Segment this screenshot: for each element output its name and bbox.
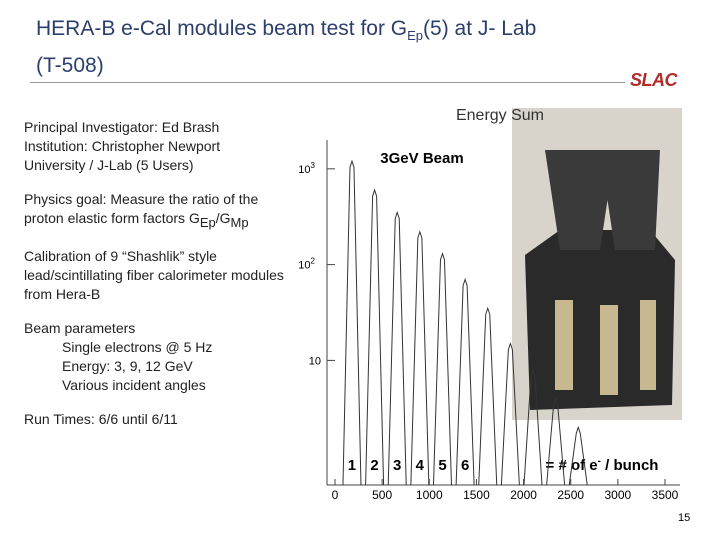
paragraph: Calibration of 9 “Shashlik” style lead/s… xyxy=(24,247,284,302)
page-number: 15 xyxy=(678,512,691,524)
tape xyxy=(555,300,573,390)
y-tick-label: 103 xyxy=(298,161,315,176)
x-tick-label: 2500 xyxy=(557,488,584,502)
peak xyxy=(500,341,520,486)
y-tick-base: 10 xyxy=(298,260,310,272)
legend-text: / bunch xyxy=(601,457,659,474)
x-tick-label: 1500 xyxy=(463,488,490,502)
line: /G xyxy=(215,210,231,226)
peak-label: 1 xyxy=(348,457,356,474)
photo xyxy=(512,108,682,420)
x-tick-label: 0 xyxy=(332,488,339,502)
x-tick-label: 500 xyxy=(372,488,392,502)
y-tick-label: 102 xyxy=(298,257,315,272)
plot-title: Energy Sum xyxy=(456,107,544,124)
line: Beam parameters xyxy=(24,319,136,336)
tape xyxy=(600,305,618,395)
logo: SLAC xyxy=(630,70,678,90)
peak xyxy=(546,396,566,486)
title-rule xyxy=(30,82,625,83)
subscript: Mp xyxy=(230,214,249,230)
peak xyxy=(478,306,498,486)
peak xyxy=(387,210,407,486)
line: Energy: 3, 9, 12 GeV xyxy=(62,357,193,374)
y-tick-exponent: 2 xyxy=(311,257,316,266)
line: Principal Investigator: Ed Brash xyxy=(24,119,220,135)
x-tick-label: 2000 xyxy=(510,488,537,502)
peak xyxy=(523,368,543,486)
peak xyxy=(410,230,430,486)
y-tick-exponent: 3 xyxy=(311,161,316,170)
x-tick-label: 3500 xyxy=(652,488,679,502)
body-text: Principal Investigator: Ed Brash Institut… xyxy=(24,118,284,444)
paragraph: Principal Investigator: Ed Brash Institut… xyxy=(24,118,284,175)
tape xyxy=(640,300,656,390)
paragraph: Physics goal: Measure the ratio of the p… xyxy=(24,190,284,232)
peak xyxy=(432,252,452,486)
subscript: Ep xyxy=(199,214,216,230)
peak-label: 4 xyxy=(416,457,425,474)
line: G xyxy=(188,210,200,226)
peak xyxy=(455,277,475,486)
peak-label: 6 xyxy=(461,457,469,474)
y-tick-label: 10 xyxy=(309,355,321,367)
peak-label: 3 xyxy=(393,457,401,474)
peak xyxy=(365,188,385,486)
peak xyxy=(568,425,588,486)
line: Physics goal: Measure the ratio of the p… xyxy=(24,191,259,226)
annotation: 3GeV Beam xyxy=(380,150,463,167)
line: Various incident angles xyxy=(62,376,206,393)
x-tick-label: 1000 xyxy=(416,488,443,502)
title-text: (T-508) xyxy=(36,54,104,78)
title-text: HERA-B e-Cal modules beam test for G xyxy=(36,17,408,40)
x-tick-label: 3000 xyxy=(605,488,632,502)
peak-label: 2 xyxy=(370,457,378,474)
line: Institution: Christopher Newport Univers… xyxy=(24,138,221,173)
paragraph: Run Times: 6/6 until 6/11 xyxy=(24,410,178,427)
modules xyxy=(545,150,660,250)
line: Single electrons @ 5 Hz xyxy=(62,338,213,355)
peak-label: 5 xyxy=(438,457,446,474)
slide-title: HERA-B e-Cal modules beam test for GEp(5… xyxy=(36,14,536,81)
title-text: (5) at J- Lab xyxy=(423,17,537,40)
title-subscript: Ep xyxy=(407,28,424,44)
peak xyxy=(342,159,362,486)
y-tick-base: 10 xyxy=(298,164,310,176)
legend-superscript: - xyxy=(598,456,601,467)
paragraph: Beam parameters Single electrons @ 5 Hz … xyxy=(24,319,284,395)
